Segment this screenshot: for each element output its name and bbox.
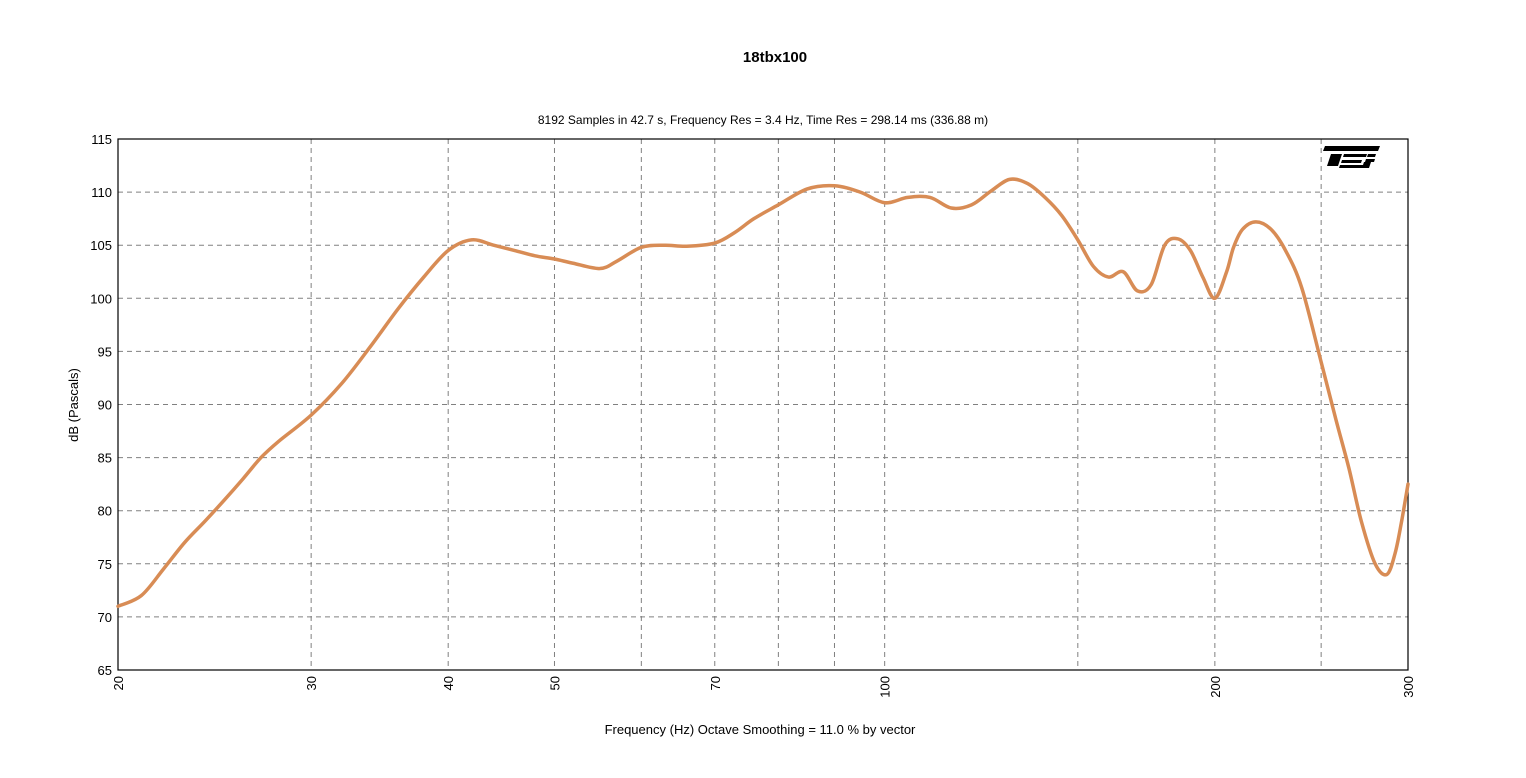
y-tick-label-115: 115 (91, 132, 112, 147)
x-tick-label-30: 30 (304, 676, 319, 690)
chart-title: 18tbx100 (743, 49, 807, 66)
y-tick-label-75: 75 (98, 557, 112, 572)
y-axis-label: dB (Pascals) (66, 368, 81, 442)
y-tick-label-65: 65 (98, 663, 112, 678)
y-tick-label-100: 100 (90, 291, 112, 306)
y-tick-label-70: 70 (98, 610, 112, 625)
y-tick-label-110: 110 (91, 185, 112, 200)
x-tick-label-300: 300 (1401, 676, 1416, 698)
x-tick-labels: 20 30 40 50 70 100 200 300 (111, 676, 1416, 698)
y-tick-label-95: 95 (98, 344, 112, 359)
y-tick-labels: 65 70 75 80 85 90 95 100 105 110 115 (90, 132, 112, 678)
y-tick-label-80: 80 (98, 504, 112, 519)
x-tick-label-40: 40 (441, 676, 456, 690)
y-tick-label-105: 105 (90, 238, 112, 253)
y-tick-label-90: 90 (98, 398, 112, 413)
x-tick-label-50: 50 (547, 676, 562, 690)
chart-subtitle: 8192 Samples in 42.7 s, Frequency Res = … (538, 113, 988, 127)
x-tick-label-100: 100 (878, 676, 893, 698)
frequency-response-line (116, 177, 1410, 609)
x-tick-label-200: 200 (1208, 676, 1223, 698)
x-tick-label-20: 20 (111, 676, 126, 690)
x-axis-label: Frequency (Hz) Octave Smoothing = 11.0 %… (605, 722, 916, 737)
y-tick-label-85: 85 (98, 451, 112, 466)
x-tick-label-70: 70 (708, 676, 723, 690)
tef-logo (1323, 146, 1380, 168)
grid (118, 139, 1408, 670)
plot-frame (117, 138, 1409, 671)
